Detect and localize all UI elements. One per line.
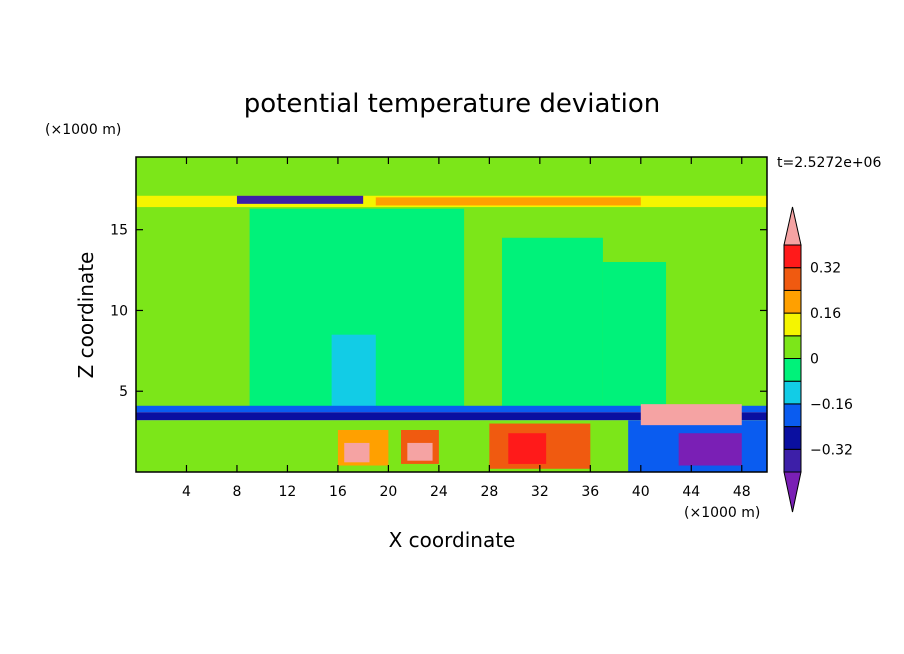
colorbar-segment [783,358,802,382]
field-region-9 [136,405,767,413]
field-region-17 [508,433,547,464]
time-label: t=2.5272e+06 [777,155,881,171]
colorbar-extend-top [783,206,802,246]
y-unit-label: (×1000 m) [45,122,121,138]
x-tick-label: 32 [531,484,549,500]
colorbar-segment [783,267,802,291]
colorbar-tick-label: 0 [810,352,819,368]
field-region-7 [375,197,641,206]
x-tick-label: 8 [232,484,241,500]
y-axis-ticks: 5 10 15 [110,223,767,400]
field-region-5 [331,334,376,408]
x-tick-label: 48 [733,484,751,500]
y-tick-label: 10 [110,303,128,319]
colorbar-extend-bottom [783,471,802,513]
field-region-3 [501,237,603,408]
field-region-19 [678,433,742,466]
y-tick-label: 15 [110,223,128,239]
x-tick-label: 12 [279,484,297,500]
colorbar-tick-label: 0.32 [810,261,841,277]
x-tick-label: 44 [682,484,700,500]
x-axis-ticks: 4 8 12 16 20 24 28 32 36 40 44 48 [182,157,751,500]
x-tick-label: 4 [182,484,191,500]
colorbar-segment [783,403,802,428]
field-region-8 [236,195,364,204]
colorbar-segment [783,426,802,450]
field-region-4 [602,262,667,408]
field-region-20 [640,404,742,426]
y-axis-label: Z coordinate [74,252,98,379]
field-region-15 [407,442,433,461]
colorbar-segment [783,335,802,359]
colorbar-segment [783,289,802,314]
x-tick-label: 16 [329,484,347,500]
x-unit-label: (×1000 m) [684,505,760,521]
x-tick-label: 36 [581,484,599,500]
field-region-10 [136,412,767,421]
colorbar: 0.32 0.16 0 −0.16 −0.32 [783,206,853,513]
colorbar-segment [783,380,802,405]
x-tick-label: 28 [480,484,498,500]
plot-area [135,156,768,473]
colorbar-tick-label: −0.16 [810,397,853,413]
colorbar-tick-label: 0.16 [810,306,841,322]
x-tick-label: 20 [379,484,397,500]
field-region-13 [344,442,370,463]
field-region-2 [363,208,465,408]
plot-frame [135,156,768,473]
x-axis-label: X coordinate [389,528,516,552]
colorbar-segment [783,448,802,473]
y-tick-label: 5 [119,384,128,400]
chart-title: potential temperature deviation [244,89,660,119]
x-tick-label: 24 [430,484,448,500]
colorbar-segment [783,244,802,269]
x-tick-label: 40 [632,484,650,500]
colorbar-segment [783,312,802,337]
colorbar-tick-label: −0.32 [810,442,853,458]
